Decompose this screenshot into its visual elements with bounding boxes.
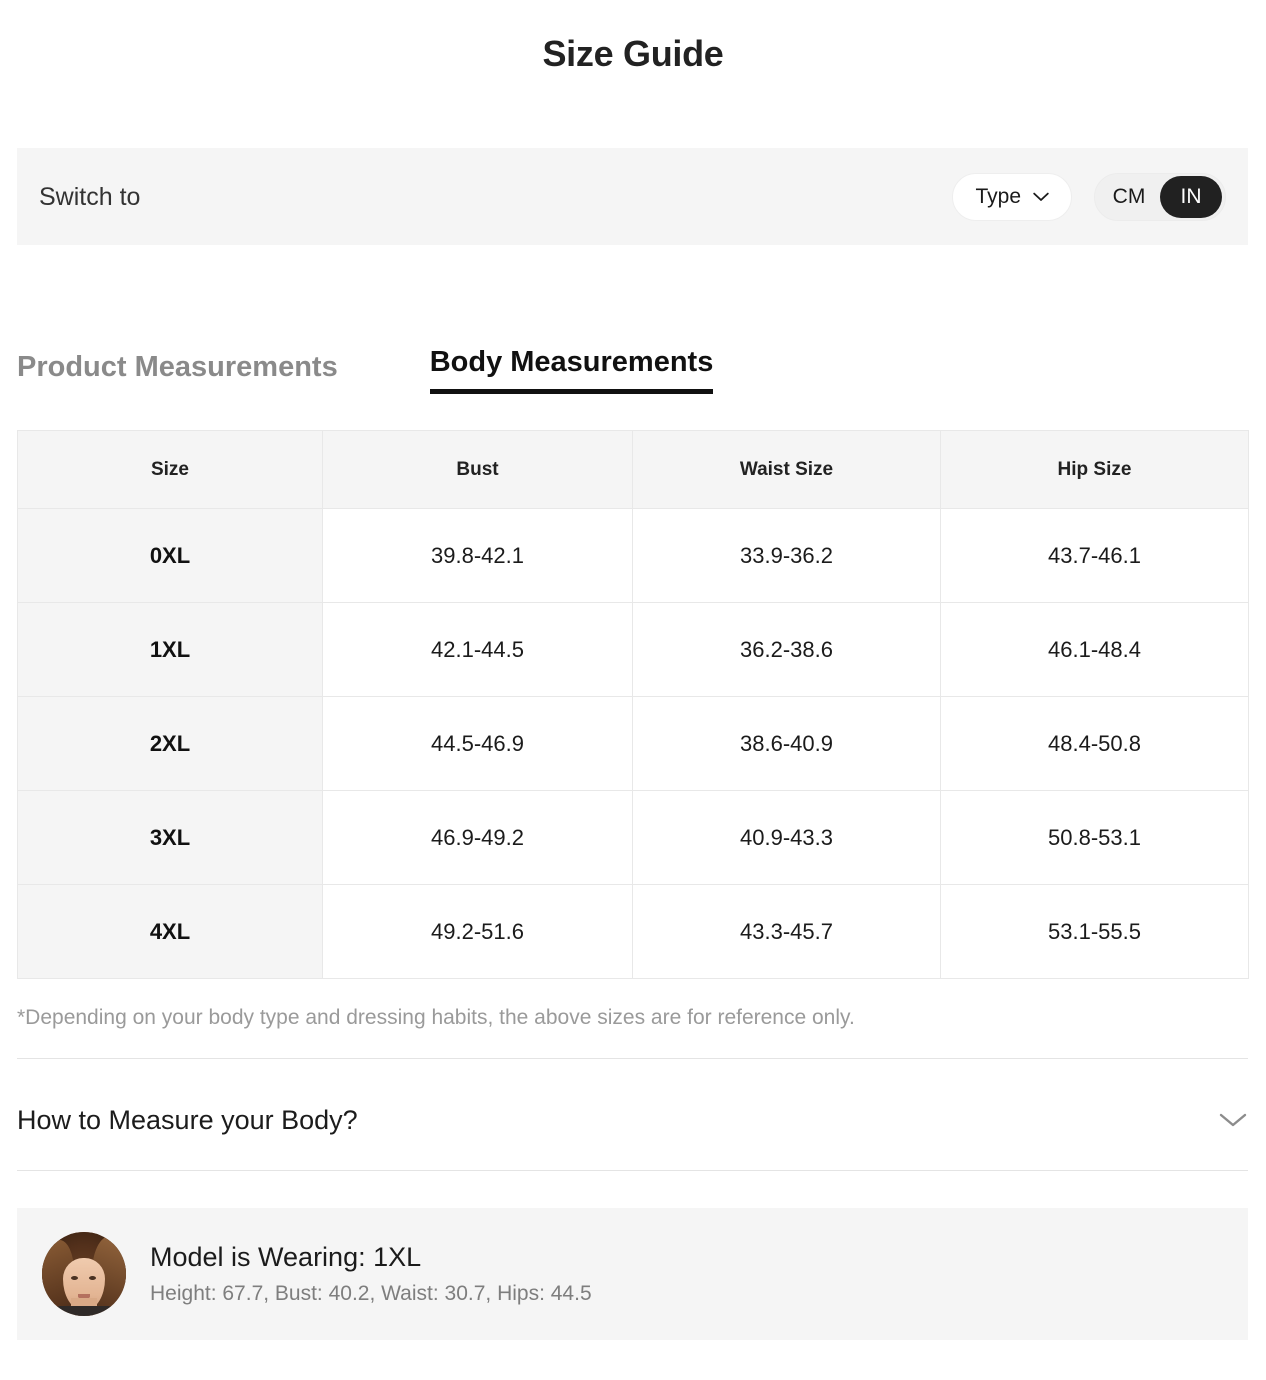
cell-size: 0XL — [17, 508, 323, 603]
cell-waist: 40.9-43.3 — [632, 790, 941, 885]
table-row: 2XL 44.5-46.9 38.6-40.9 48.4-50.8 — [17, 696, 1249, 791]
cell-size: 2XL — [17, 696, 323, 791]
table-header: Size Bust Waist Size Hip Size — [17, 430, 1249, 509]
model-info-card: Model is Wearing: 1XL Height: 67.7, Bust… — [17, 1208, 1248, 1340]
type-select-label: Type — [975, 184, 1021, 208]
type-select-dropdown[interactable]: Type — [952, 172, 1072, 221]
cell-hip: 53.1-55.5 — [940, 884, 1249, 979]
accordion-title: How to Measure your Body? — [17, 1105, 358, 1135]
model-wearing-size: Model is Wearing: 1XL — [150, 1242, 422, 1272]
cell-waist: 36.2-38.6 — [632, 602, 941, 697]
cell-bust: 49.2-51.6 — [322, 884, 633, 979]
size-disclaimer-note: *Depending on your body type and dressin… — [17, 1006, 855, 1029]
model-measurements: Height: 67.7, Bust: 40.2, Waist: 30.7, H… — [150, 1282, 592, 1305]
cell-size: 1XL — [17, 602, 323, 697]
cell-size: 3XL — [17, 790, 323, 885]
table-row: 0XL 39.8-42.1 33.9-36.2 43.7-46.1 — [17, 508, 1249, 603]
cell-bust: 46.9-49.2 — [322, 790, 633, 885]
divider-above-accordion — [17, 1058, 1248, 1059]
cell-bust: 44.5-46.9 — [322, 696, 633, 791]
cell-hip: 43.7-46.1 — [940, 508, 1249, 603]
table-header-row: Size Bust Waist Size Hip Size — [17, 430, 1249, 509]
chevron-down-icon[interactable] — [1218, 1111, 1248, 1129]
model-text-block: Model is Wearing: 1XL Height: 67.7, Bust… — [150, 1241, 592, 1307]
table-row: 1XL 42.1-44.5 36.2-38.6 46.1-48.4 — [17, 602, 1249, 697]
page-title: Size Guide — [542, 33, 724, 74]
cell-waist: 38.6-40.9 — [632, 696, 941, 791]
cell-waist: 33.9-36.2 — [632, 508, 941, 603]
size-chart-table: Size Bust Waist Size Hip Size 0XL 39.8-4… — [17, 430, 1249, 979]
column-header-size: Size — [17, 430, 323, 509]
measurement-tabs: Product Measurements Body Measurements — [17, 345, 714, 394]
column-header-bust: Bust — [322, 430, 633, 509]
cell-bust: 42.1-44.5 — [322, 602, 633, 697]
cell-hip: 50.8-53.1 — [940, 790, 1249, 885]
avatar — [42, 1232, 126, 1316]
tab-product-measurements[interactable]: Product Measurements — [17, 351, 338, 383]
unit-option-cm[interactable]: CM — [1112, 184, 1146, 208]
table-row: 4XL 49.2-51.6 43.3-45.7 53.1-55.5 — [17, 884, 1249, 979]
unit-switch-bar: Switch to Type CM IN — [17, 148, 1248, 245]
cell-size: 4XL — [17, 884, 323, 979]
table-row: 3XL 46.9-49.2 40.9-43.3 50.8-53.1 — [17, 790, 1249, 885]
cell-hip: 46.1-48.4 — [940, 602, 1249, 697]
cell-hip: 48.4-50.8 — [940, 696, 1249, 791]
chevron-down-icon — [1033, 192, 1049, 201]
cell-bust: 39.8-42.1 — [322, 508, 633, 603]
switch-to-label: Switch to — [39, 182, 141, 211]
cell-waist: 43.3-45.7 — [632, 884, 941, 979]
unit-toggle[interactable]: CM IN — [1094, 172, 1226, 221]
unit-option-in[interactable]: IN — [1160, 175, 1222, 218]
tab-body-measurements[interactable]: Body Measurements — [429, 345, 714, 394]
column-header-waist: Waist Size — [632, 430, 941, 509]
how-to-measure-accordion[interactable]: How to Measure your Body? — [17, 1090, 1248, 1150]
divider-below-accordion — [17, 1170, 1248, 1171]
table-body: 0XL 39.8-42.1 33.9-36.2 43.7-46.1 1XL 42… — [17, 508, 1249, 979]
switch-controls: Type CM IN — [952, 172, 1226, 221]
column-header-hip: Hip Size — [940, 430, 1249, 509]
